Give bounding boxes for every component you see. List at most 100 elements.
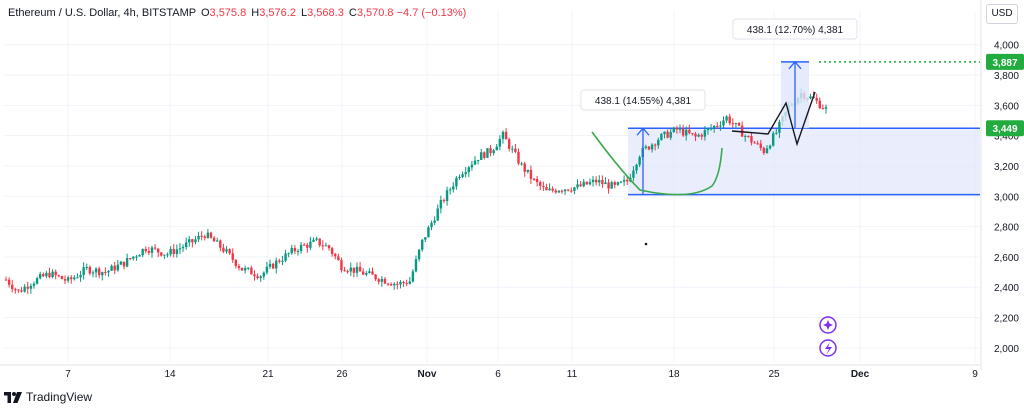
candle-body	[526, 169, 530, 172]
candle-body	[380, 278, 384, 282]
candle-body	[343, 270, 346, 272]
candle-body	[666, 131, 669, 138]
candle-body	[809, 96, 812, 99]
x-tick-label: 18	[668, 369, 680, 380]
candle-body	[815, 98, 818, 101]
open-value: 3,575.8	[209, 7, 247, 19]
candle-body	[731, 123, 735, 125]
candle-body	[79, 274, 82, 278]
close-label: C	[348, 7, 357, 19]
candle-body	[110, 265, 113, 271]
candle-body	[498, 138, 502, 147]
candle-body	[678, 128, 682, 130]
candle-body	[644, 146, 648, 148]
candle-body	[532, 178, 536, 180]
candle-body	[709, 128, 713, 130]
candle-body	[358, 266, 362, 272]
candle-body	[421, 239, 424, 250]
y-tick-label: 2,000	[994, 344, 1019, 355]
candle-body	[206, 232, 210, 238]
candle-body	[461, 174, 464, 177]
candle-body	[113, 265, 116, 271]
candle-body	[601, 180, 604, 185]
marker-dot	[644, 242, 648, 246]
candle-body	[685, 129, 688, 136]
candle-body	[26, 286, 29, 289]
candle-body	[275, 260, 278, 269]
candle-body	[386, 283, 390, 285]
annotation-breakout-move-box	[732, 18, 858, 40]
candle-body	[231, 253, 234, 260]
candle-body	[200, 235, 203, 237]
candle-body	[675, 127, 679, 130]
candle-body	[417, 249, 421, 260]
candle-body	[116, 264, 120, 271]
x-tick-label: Nov	[418, 369, 437, 380]
y-tick-label: 4,000	[994, 41, 1019, 52]
change-value: −4.7 (−0.13%)	[396, 7, 467, 19]
candle-body	[14, 289, 17, 291]
candle-body	[448, 189, 452, 191]
tradingview-logo[interactable]: TradingView	[4, 390, 92, 404]
candle-body	[405, 282, 408, 284]
candle-body	[262, 272, 266, 277]
candle-body	[287, 253, 290, 255]
candle-body	[48, 272, 51, 278]
candle-body	[175, 249, 179, 255]
candle-body	[622, 179, 626, 182]
candle-body	[445, 190, 449, 202]
candle-body	[225, 249, 228, 252]
candle-body	[396, 283, 399, 285]
candle-body	[759, 143, 762, 148]
target-price-label-tag	[986, 53, 1024, 70]
candle-body	[281, 260, 284, 262]
candle-body	[545, 187, 548, 191]
candle-body	[35, 278, 39, 284]
candle-body	[219, 240, 222, 248]
candle-body	[489, 148, 492, 154]
annotation-breakout-move: 438.1 (12.70%) 4,381	[747, 25, 844, 36]
high-value: 3,576.2	[259, 7, 296, 19]
symbol-title: Ethereum / U.S. Dollar, 4h, BITSTAMP	[8, 7, 196, 19]
candle-body	[57, 275, 61, 277]
candle-body	[191, 239, 194, 243]
candle-body	[374, 274, 377, 280]
candle-body	[560, 190, 564, 192]
candle-body	[368, 271, 371, 273]
candle-body	[228, 249, 231, 254]
candle-body	[169, 248, 172, 255]
candle-body	[408, 281, 411, 284]
candle-body	[688, 129, 691, 134]
candle-body	[160, 252, 163, 256]
candle-body	[234, 259, 238, 266]
candle-body	[172, 248, 175, 255]
candle-body	[430, 222, 433, 228]
candle-body	[327, 245, 331, 249]
candle-body	[222, 247, 225, 252]
box-top-price-label-tag	[986, 120, 1024, 137]
candle-body	[11, 284, 14, 290]
candle-body	[821, 108, 825, 110]
candle-body	[647, 146, 651, 150]
currency-button[interactable]: USD	[986, 4, 1018, 24]
candle-body	[94, 268, 98, 273]
close-value: 3,570.8	[356, 7, 394, 19]
candle-body	[582, 181, 585, 187]
candle-body	[51, 271, 54, 278]
candle-body	[470, 164, 474, 168]
y-tick-label: 3,600	[994, 101, 1019, 112]
y-tick-label: 3,200	[994, 162, 1019, 173]
candle-body	[54, 271, 57, 276]
candle-body	[604, 182, 607, 185]
candle-body	[529, 169, 533, 179]
candle-body	[681, 128, 685, 136]
candle-body	[32, 283, 36, 286]
candle-body	[361, 271, 365, 275]
candle-body	[722, 120, 725, 126]
drawings: 438.1 (14.55%) 4,381 438.1 (12.70%) 4,381	[580, 18, 858, 357]
candle-body	[514, 148, 517, 152]
candle-body	[520, 163, 523, 165]
candle-body	[393, 283, 396, 286]
